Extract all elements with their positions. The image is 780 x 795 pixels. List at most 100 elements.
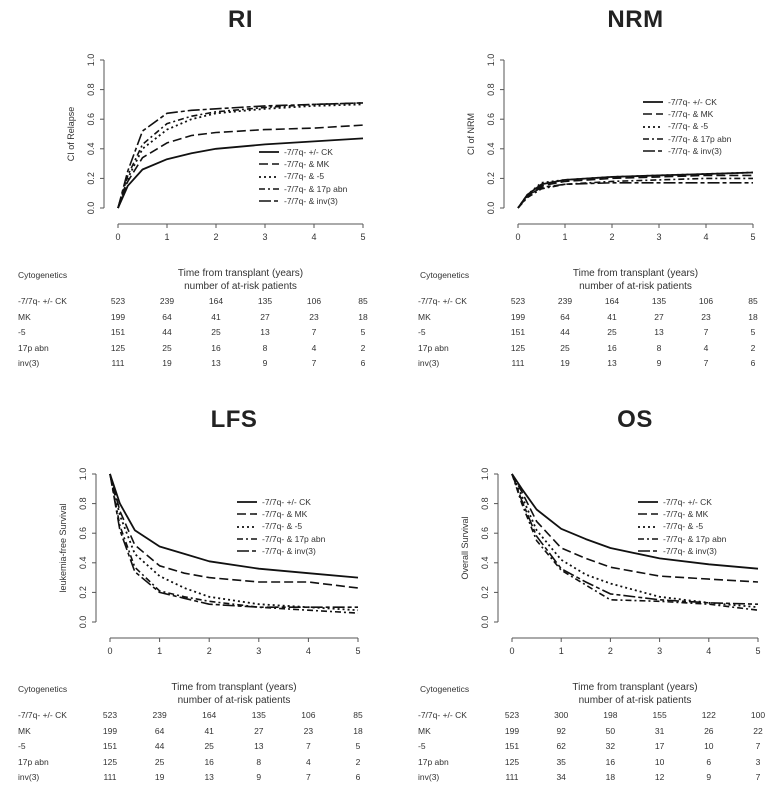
legend-swatch xyxy=(637,498,659,506)
y-tick-label: 0.6 xyxy=(480,527,490,540)
legend-label: -7/7q- & MK xyxy=(284,158,329,170)
risk-row-label: 17p abn xyxy=(18,757,49,767)
risk-cell: 9 xyxy=(250,358,280,368)
y-tick-label: 0.6 xyxy=(86,113,96,126)
legend-swatch xyxy=(236,498,258,506)
risk-row-label: -7/7q- +/- CK xyxy=(418,296,467,306)
risk-cell: 41 xyxy=(201,312,231,322)
risk-cell: 25 xyxy=(597,327,627,337)
risk-row-label: -7/7q- +/- CK xyxy=(418,710,467,720)
risk-cell: 50 xyxy=(595,726,625,736)
series-line-2 xyxy=(518,175,753,208)
risk-cell: 41 xyxy=(597,312,627,322)
risk-cell: 13 xyxy=(597,358,627,368)
legend-swatch xyxy=(258,160,280,168)
risk-row-label: -7/7q- +/- CK xyxy=(18,710,67,720)
risk-cell: 199 xyxy=(497,726,527,736)
risk-cell: 125 xyxy=(503,343,533,353)
legend-swatch xyxy=(236,523,258,531)
legend-label: -7/7q- & inv(3) xyxy=(284,195,338,207)
risk-cell: 2 xyxy=(738,343,768,353)
y-tick-label: 1.0 xyxy=(480,468,490,481)
y-tick-label: 0.8 xyxy=(480,497,490,510)
risk-cell: 6 xyxy=(343,772,373,782)
x-tick-label: 3 xyxy=(656,232,661,242)
risk-cell: 25 xyxy=(145,757,175,767)
y-tick-label: 0.0 xyxy=(86,202,96,215)
risk-cell: 523 xyxy=(103,296,133,306)
risk-cell: 111 xyxy=(95,772,125,782)
risk-table-subtitle: number of at-risk patients xyxy=(121,281,361,292)
x-tick-label: 5 xyxy=(355,646,360,656)
x-tick-label: 2 xyxy=(609,232,614,242)
legend-swatch xyxy=(642,147,664,155)
y-tick-label: 0.2 xyxy=(480,586,490,599)
legend-swatch xyxy=(258,185,280,193)
risk-cell: 35 xyxy=(546,757,576,767)
risk-cell: 4 xyxy=(299,343,329,353)
legend-item: -7/7q- & inv(3) xyxy=(258,195,347,207)
x-tick-label: 5 xyxy=(360,232,365,242)
legend-swatch xyxy=(637,535,659,543)
risk-cell: 122 xyxy=(694,710,724,720)
legend-swatch xyxy=(258,148,280,156)
risk-cell: 7 xyxy=(691,327,721,337)
risk-cell: 64 xyxy=(152,312,182,322)
risk-cell: 523 xyxy=(95,710,125,720)
legend-item: -7/7q- +/- CK xyxy=(258,146,347,158)
x-axis-label: Time from transplant (years) xyxy=(516,268,756,279)
y-tick-label: 0.8 xyxy=(486,83,496,96)
risk-cell: 31 xyxy=(645,726,675,736)
legend-item: -7/7q- +/- CK xyxy=(642,96,731,108)
risk-cell: 239 xyxy=(550,296,580,306)
risk-cell: 164 xyxy=(201,296,231,306)
risk-cell: 5 xyxy=(343,741,373,751)
x-tick-label: 0 xyxy=(107,646,112,656)
risk-cell: 25 xyxy=(194,741,224,751)
risk-cell: 18 xyxy=(343,726,373,736)
risk-cell: 151 xyxy=(103,327,133,337)
risk-cell: 13 xyxy=(644,327,674,337)
risk-cell: 5 xyxy=(348,327,378,337)
risk-row-label: -5 xyxy=(18,741,26,751)
risk-cell: 23 xyxy=(299,312,329,322)
y-tick-label: 0.0 xyxy=(78,616,88,629)
risk-cell: 16 xyxy=(597,343,627,353)
risk-row-label: -5 xyxy=(18,327,26,337)
risk-cell: 164 xyxy=(597,296,627,306)
risk-cell: 151 xyxy=(497,741,527,751)
risk-cell: 7 xyxy=(299,358,329,368)
risk-row-label: 17p abn xyxy=(18,343,49,353)
y-axis-label: leukemia-free Survival xyxy=(58,503,68,592)
legend-swatch xyxy=(236,535,258,543)
x-tick-label: 4 xyxy=(706,646,711,656)
legend-label: -7/7q- & 17p abn xyxy=(262,533,325,545)
risk-cell: 523 xyxy=(497,710,527,720)
risk-cell: 92 xyxy=(546,726,576,736)
risk-cell: 111 xyxy=(497,772,527,782)
risk-cell: 4 xyxy=(293,757,323,767)
risk-cell: 111 xyxy=(503,358,533,368)
legend-label: -7/7q- & -5 xyxy=(284,170,324,182)
y-tick-label: 0.8 xyxy=(86,83,96,96)
y-tick-label: 1.0 xyxy=(78,468,88,481)
legend-item: -7/7q- & 17p abn xyxy=(637,533,726,545)
legend-item: -7/7q- & -5 xyxy=(236,520,325,532)
y-tick-label: 0.4 xyxy=(86,143,96,156)
risk-cell: 16 xyxy=(201,343,231,353)
legend-swatch xyxy=(258,197,280,205)
legend-swatch xyxy=(637,523,659,531)
risk-cell: 125 xyxy=(95,757,125,767)
x-tick-label: 5 xyxy=(750,232,755,242)
legend-item: -7/7q- & 17p abn xyxy=(258,183,347,195)
